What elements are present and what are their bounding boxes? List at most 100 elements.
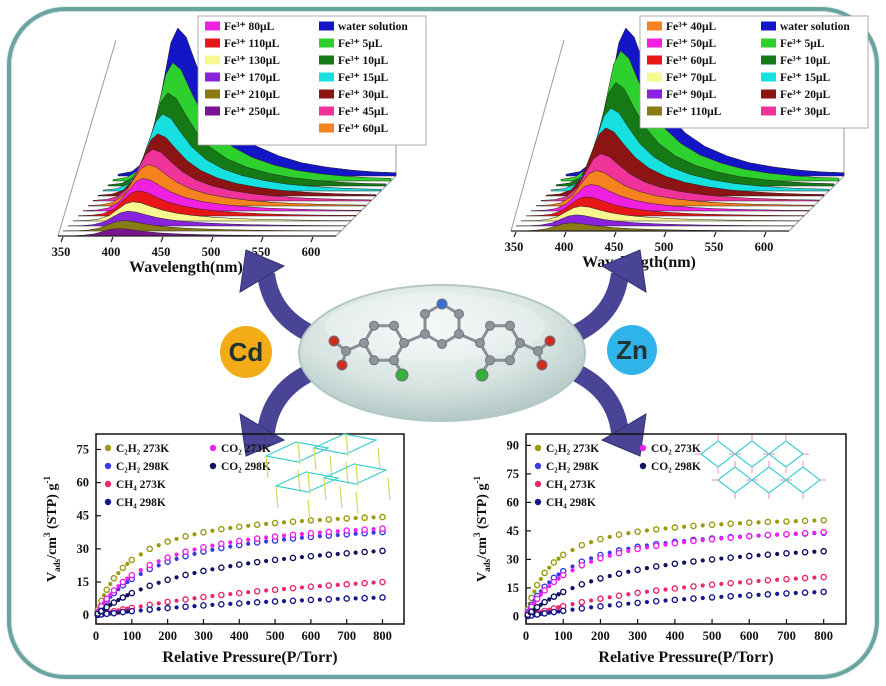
data-point xyxy=(532,600,537,606)
data-point xyxy=(812,590,817,595)
data-point xyxy=(299,518,305,524)
zn-metal-badge: Zn xyxy=(607,325,657,375)
data-point xyxy=(589,598,594,603)
data-point xyxy=(307,596,315,604)
data-point xyxy=(812,549,817,554)
data-point xyxy=(361,594,368,602)
legend-label: Fe³⁺ 10μL xyxy=(780,55,831,67)
data-point xyxy=(218,540,225,548)
data-point xyxy=(108,592,113,597)
x-tick xyxy=(563,231,567,238)
legend-label: CO₂ 298K xyxy=(221,461,271,473)
data-point xyxy=(682,540,687,545)
data-point xyxy=(607,595,612,600)
data-point xyxy=(343,595,350,602)
data-point xyxy=(547,580,552,585)
data-point xyxy=(570,547,575,553)
data-point xyxy=(607,573,612,579)
x-tick xyxy=(60,236,64,243)
data-point xyxy=(634,599,641,607)
oxygen-atom xyxy=(544,335,556,347)
data-point xyxy=(538,592,543,597)
ligand-ellipse xyxy=(298,284,586,422)
data-point xyxy=(325,528,333,536)
data-point xyxy=(289,531,297,539)
data-point xyxy=(793,550,798,555)
data-point xyxy=(125,609,130,614)
legend-swatch xyxy=(761,55,776,65)
data-point xyxy=(228,564,233,569)
data-point xyxy=(246,590,251,595)
data-point xyxy=(719,522,724,527)
data-point xyxy=(700,538,705,543)
data-point xyxy=(174,598,179,603)
data-point xyxy=(820,528,827,536)
data-point xyxy=(556,609,561,614)
data-point xyxy=(110,587,118,594)
data-point xyxy=(783,518,790,525)
molecule-structure xyxy=(328,298,556,382)
data-point xyxy=(708,594,716,601)
data-point xyxy=(547,565,552,570)
oxygen-atom xyxy=(536,359,548,371)
legend-label: CH₄ 273K xyxy=(116,479,166,491)
data-point xyxy=(299,585,305,590)
data-point xyxy=(146,582,154,590)
data-point xyxy=(192,570,197,576)
x-tick-label: 400 xyxy=(665,629,684,643)
data-point xyxy=(532,589,537,594)
spectra-chart-zn: 350 400 450 500 550 600 Wavelength(nm) Fe³⁺ 40μ… xyxy=(505,15,869,271)
data-point xyxy=(246,541,251,546)
data-point xyxy=(119,564,127,572)
legend-label: CH₄ 273K xyxy=(546,479,596,491)
data-point xyxy=(119,578,127,586)
data-point xyxy=(690,558,697,565)
data-point xyxy=(597,575,604,582)
data-point xyxy=(379,547,386,555)
data-point xyxy=(182,603,189,611)
legend-label: Fe³⁺ 5μL xyxy=(338,38,383,50)
data-point xyxy=(164,604,171,612)
data-point xyxy=(745,532,753,540)
data-point xyxy=(533,603,541,611)
data-point xyxy=(663,526,668,531)
x-tick xyxy=(613,231,617,238)
data-point xyxy=(235,523,243,531)
data-point xyxy=(737,593,743,598)
data-point xyxy=(307,517,315,524)
data-point xyxy=(119,594,127,601)
data-point xyxy=(801,517,809,525)
x-tick-label: 450 xyxy=(152,245,171,259)
data-point xyxy=(125,576,130,581)
legend-swatch xyxy=(647,21,662,31)
y-axis-title: Vads/cm3 (STP) g-1 xyxy=(42,476,62,582)
data-point xyxy=(210,602,215,607)
data-point xyxy=(235,561,243,568)
data-point xyxy=(281,520,287,525)
data-point xyxy=(379,525,386,532)
data-point xyxy=(708,581,716,588)
legend-label: Fe³⁺ 90μL xyxy=(666,89,717,101)
data-point xyxy=(700,595,705,601)
data-point xyxy=(663,563,668,568)
data-point xyxy=(125,580,130,585)
data-point xyxy=(246,537,251,542)
legend-label: Fe³⁺ 15μL xyxy=(338,72,389,84)
scatter-series xyxy=(524,573,827,620)
isotherm-chart-cd: 0 100 200 300 400 500 600 700 800 0 15 30 45 60 75 Rela… xyxy=(42,433,405,666)
x-tick-label: 0 xyxy=(523,629,529,643)
data-point xyxy=(156,563,161,568)
data-point xyxy=(556,576,561,581)
data-point xyxy=(253,521,261,529)
scatter-series xyxy=(94,513,386,614)
data-point xyxy=(556,556,561,561)
data-point xyxy=(775,551,780,557)
data-point xyxy=(578,605,586,612)
spectrum-series xyxy=(62,220,342,232)
data-point xyxy=(138,587,143,592)
data-point xyxy=(719,556,724,561)
x-tick-label: 100 xyxy=(122,629,141,643)
data-point xyxy=(281,599,287,604)
data-point xyxy=(264,521,269,527)
legend-dot xyxy=(639,462,647,470)
